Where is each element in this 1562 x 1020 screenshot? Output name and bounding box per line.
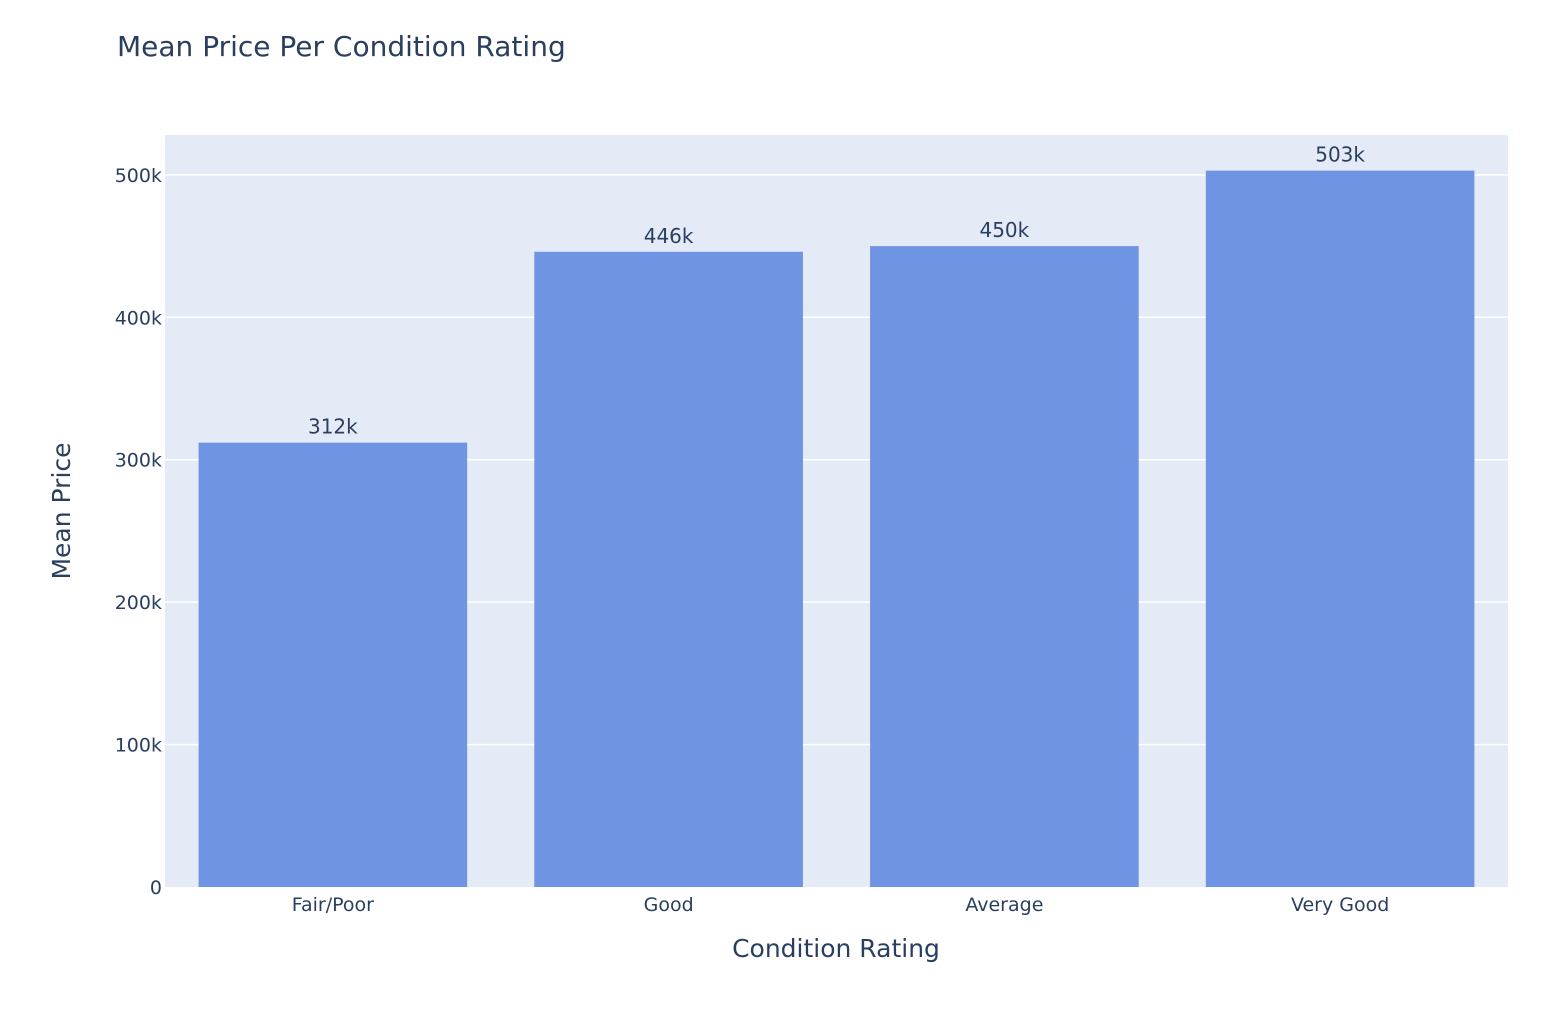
data-label: 446k xyxy=(644,224,694,248)
x-tick-label: Very Good xyxy=(1291,894,1389,916)
bar xyxy=(198,442,468,887)
data-labels: 312k 446k 450k 503k xyxy=(308,143,1365,439)
x-axis-title: Condition Rating xyxy=(732,934,940,963)
y-tick-label: 300k xyxy=(115,450,162,472)
bars xyxy=(198,170,1475,888)
x-tick-label: Good xyxy=(644,894,694,916)
bar xyxy=(870,246,1139,887)
y-tick-label: 100k xyxy=(115,735,162,757)
data-label: 450k xyxy=(979,218,1029,242)
bar xyxy=(534,251,803,888)
y-tick-label: 200k xyxy=(115,592,162,614)
data-label: 503k xyxy=(1315,143,1365,167)
data-label: 312k xyxy=(308,415,358,439)
bar xyxy=(1205,170,1475,887)
y-axis-ticks: 0 100k 200k 300k 400k 500k xyxy=(115,165,162,899)
y-tick-label: 500k xyxy=(115,165,162,187)
x-axis-ticks: Fair/Poor Good Average Very Good xyxy=(292,894,1390,916)
y-tick-label: 0 xyxy=(150,877,162,899)
y-axis-title: Mean Price xyxy=(47,442,76,579)
x-tick-label: Average xyxy=(965,894,1043,916)
chart-title: Mean Price Per Condition Rating xyxy=(117,30,566,63)
x-tick-label: Fair/Poor xyxy=(292,894,374,916)
y-tick-label: 400k xyxy=(115,307,162,329)
